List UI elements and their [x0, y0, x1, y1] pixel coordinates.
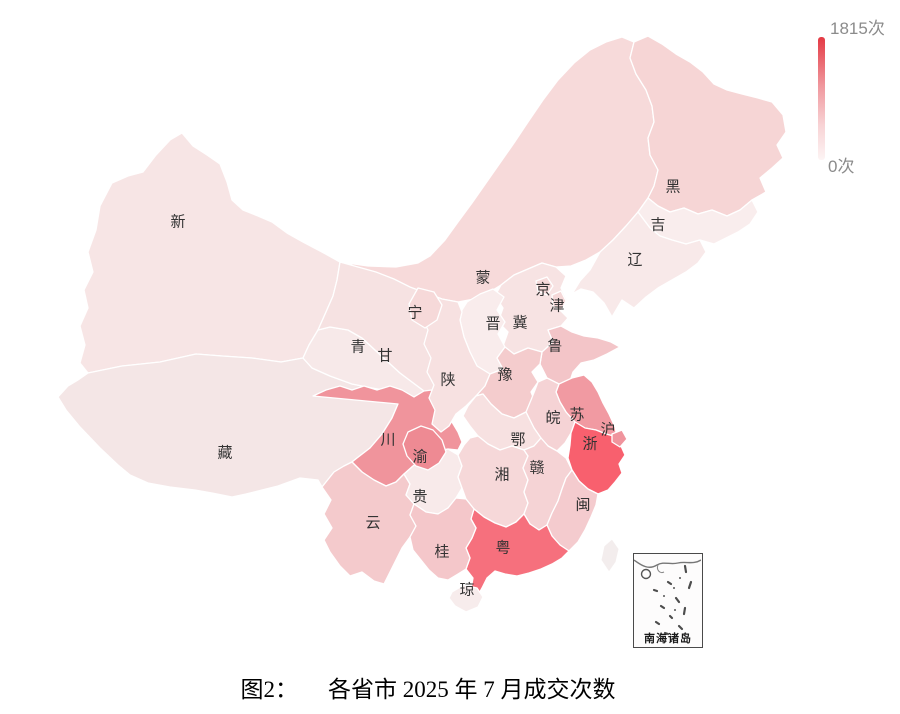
inset-title: 南海诸岛	[644, 633, 692, 645]
province-label-shanxi: 晋	[485, 316, 500, 333]
legend-min-label: 0次	[828, 157, 855, 176]
province-label-zhejiang: 浙	[582, 436, 597, 453]
province-label-hunan: 湘	[494, 467, 509, 484]
province-label-yunnan: 云	[365, 515, 380, 532]
province-label-qinghai: 青	[350, 339, 365, 356]
province-label-guizhou: 贵	[412, 489, 427, 506]
province-label-tianjin: 津	[549, 298, 564, 315]
province-label-henan: 豫	[497, 367, 512, 384]
province-label-shandong: 鲁	[547, 338, 562, 355]
province-label-hebei: 冀	[512, 315, 527, 332]
province-liaoning[interactable]	[571, 211, 707, 318]
province-beijing[interactable]	[535, 276, 554, 296]
province-label-guangdong: 粤	[495, 539, 510, 557]
province-sichuan[interactable]	[312, 385, 463, 487]
province-zhejiang[interactable]	[567, 421, 626, 495]
province-label-heilongjiang: 黑	[665, 179, 680, 196]
province-label-beijing: 京	[535, 282, 550, 299]
figure-number: 图2：	[240, 677, 299, 702]
province-label-xinjiang: 新	[170, 214, 185, 231]
figure-title: 各省市 2025 年 7 月成交次数	[328, 677, 616, 702]
color-legend: 1815次 0次	[816, 14, 900, 184]
province-label-jiangxi: 赣	[529, 460, 544, 477]
province-hainan[interactable]	[448, 584, 484, 613]
legend-max-label: 1815次	[830, 19, 885, 38]
province-heilongjiang[interactable]	[629, 35, 787, 217]
province-label-shaanxi: 陕	[440, 372, 455, 389]
province-guangxi[interactable]	[409, 497, 477, 581]
province-shapes	[57, 35, 787, 613]
legend-gradient-bar	[818, 37, 825, 160]
province-label-sichuan: 川	[380, 432, 395, 449]
island-marks	[652, 564, 693, 636]
province-label-anhui: 皖	[545, 410, 560, 427]
province-chongqing[interactable]	[402, 425, 447, 471]
province-ningxia[interactable]	[408, 287, 443, 329]
province-shandong[interactable]	[539, 325, 621, 385]
province-label-liaoning: 辽	[627, 252, 642, 269]
province-anhui[interactable]	[525, 377, 576, 452]
province-label-jilin: 吉	[650, 217, 665, 234]
province-label-jiangsu: 苏	[569, 407, 584, 424]
province-label-hubei: 鄂	[510, 432, 525, 449]
figure-caption: 图2： 各省市 2025 年 7 月成交次数	[0, 670, 878, 704]
south-china-sea-islands-map	[633, 559, 702, 636]
province-xinjiang[interactable]	[79, 132, 341, 374]
region-taiwan	[600, 538, 620, 573]
province-label-ningxia: 宁	[407, 305, 422, 322]
province-shanghai[interactable]	[611, 429, 628, 448]
province-label-chongqing: 渝	[412, 449, 427, 466]
province-label-inner-mongolia: 蒙	[475, 270, 490, 287]
province-label-shanghai: 沪	[600, 422, 615, 439]
province-tianjin[interactable]	[551, 290, 567, 312]
province-shaanxi[interactable]	[420, 292, 491, 433]
province-label-hainan: 琼	[459, 582, 474, 599]
province-label-gansu: 甘	[377, 348, 392, 365]
province-label-tibet: 藏	[217, 445, 232, 462]
province-label-guangxi: 桂	[434, 544, 449, 561]
south-china-sea-inset: 南海诸岛	[633, 553, 703, 648]
hainan-island-outline	[640, 568, 652, 580]
province-label-fujian: 闽	[575, 497, 590, 514]
island-dots	[663, 577, 681, 611]
